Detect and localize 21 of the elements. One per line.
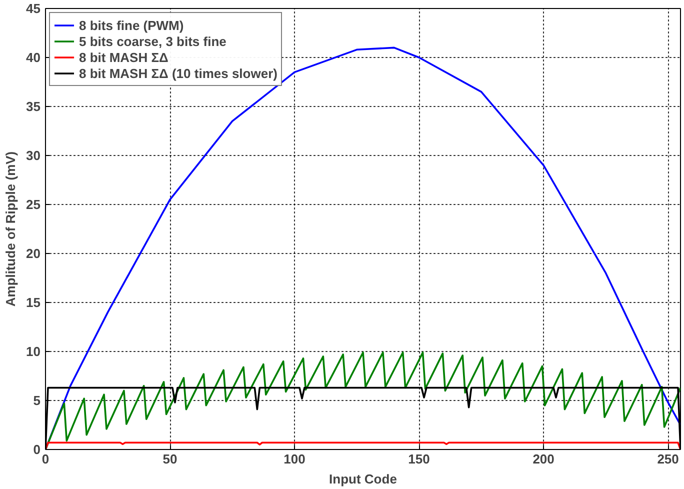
y-tick-label: 40: [26, 50, 41, 65]
y-tick-label: 30: [26, 148, 41, 163]
y-tick-label: 10: [26, 344, 41, 359]
y-tick-label: 45: [26, 1, 41, 16]
y-tick-label: 0: [33, 442, 41, 457]
legend-label: 8 bits fine (PWM): [79, 17, 184, 33]
legend-label: 5 bits coarse, 3 bits fine: [79, 33, 226, 49]
x-tick-label: 150: [408, 452, 430, 466]
x-tick-label: 50: [162, 452, 178, 466]
y-tick-label: 20: [26, 246, 41, 261]
x-tick-label: 250: [657, 452, 679, 466]
y-tick-label: 35: [26, 99, 41, 114]
legend-label: 8 bit MASH ΣΔ: [79, 49, 168, 65]
legend-label: 8 bit MASH ΣΔ (10 times slower): [79, 65, 278, 81]
y-tick-label: 25: [26, 197, 41, 212]
x-axis-title: Input Code: [329, 472, 397, 486]
x-tick-label: 100: [284, 452, 306, 466]
y-tick-label: 5: [33, 393, 41, 408]
x-tick-label: 200: [532, 452, 554, 466]
y-axis-title: Amplitude of Ripple (mV): [3, 151, 18, 307]
y-tick-label: 15: [26, 295, 41, 310]
